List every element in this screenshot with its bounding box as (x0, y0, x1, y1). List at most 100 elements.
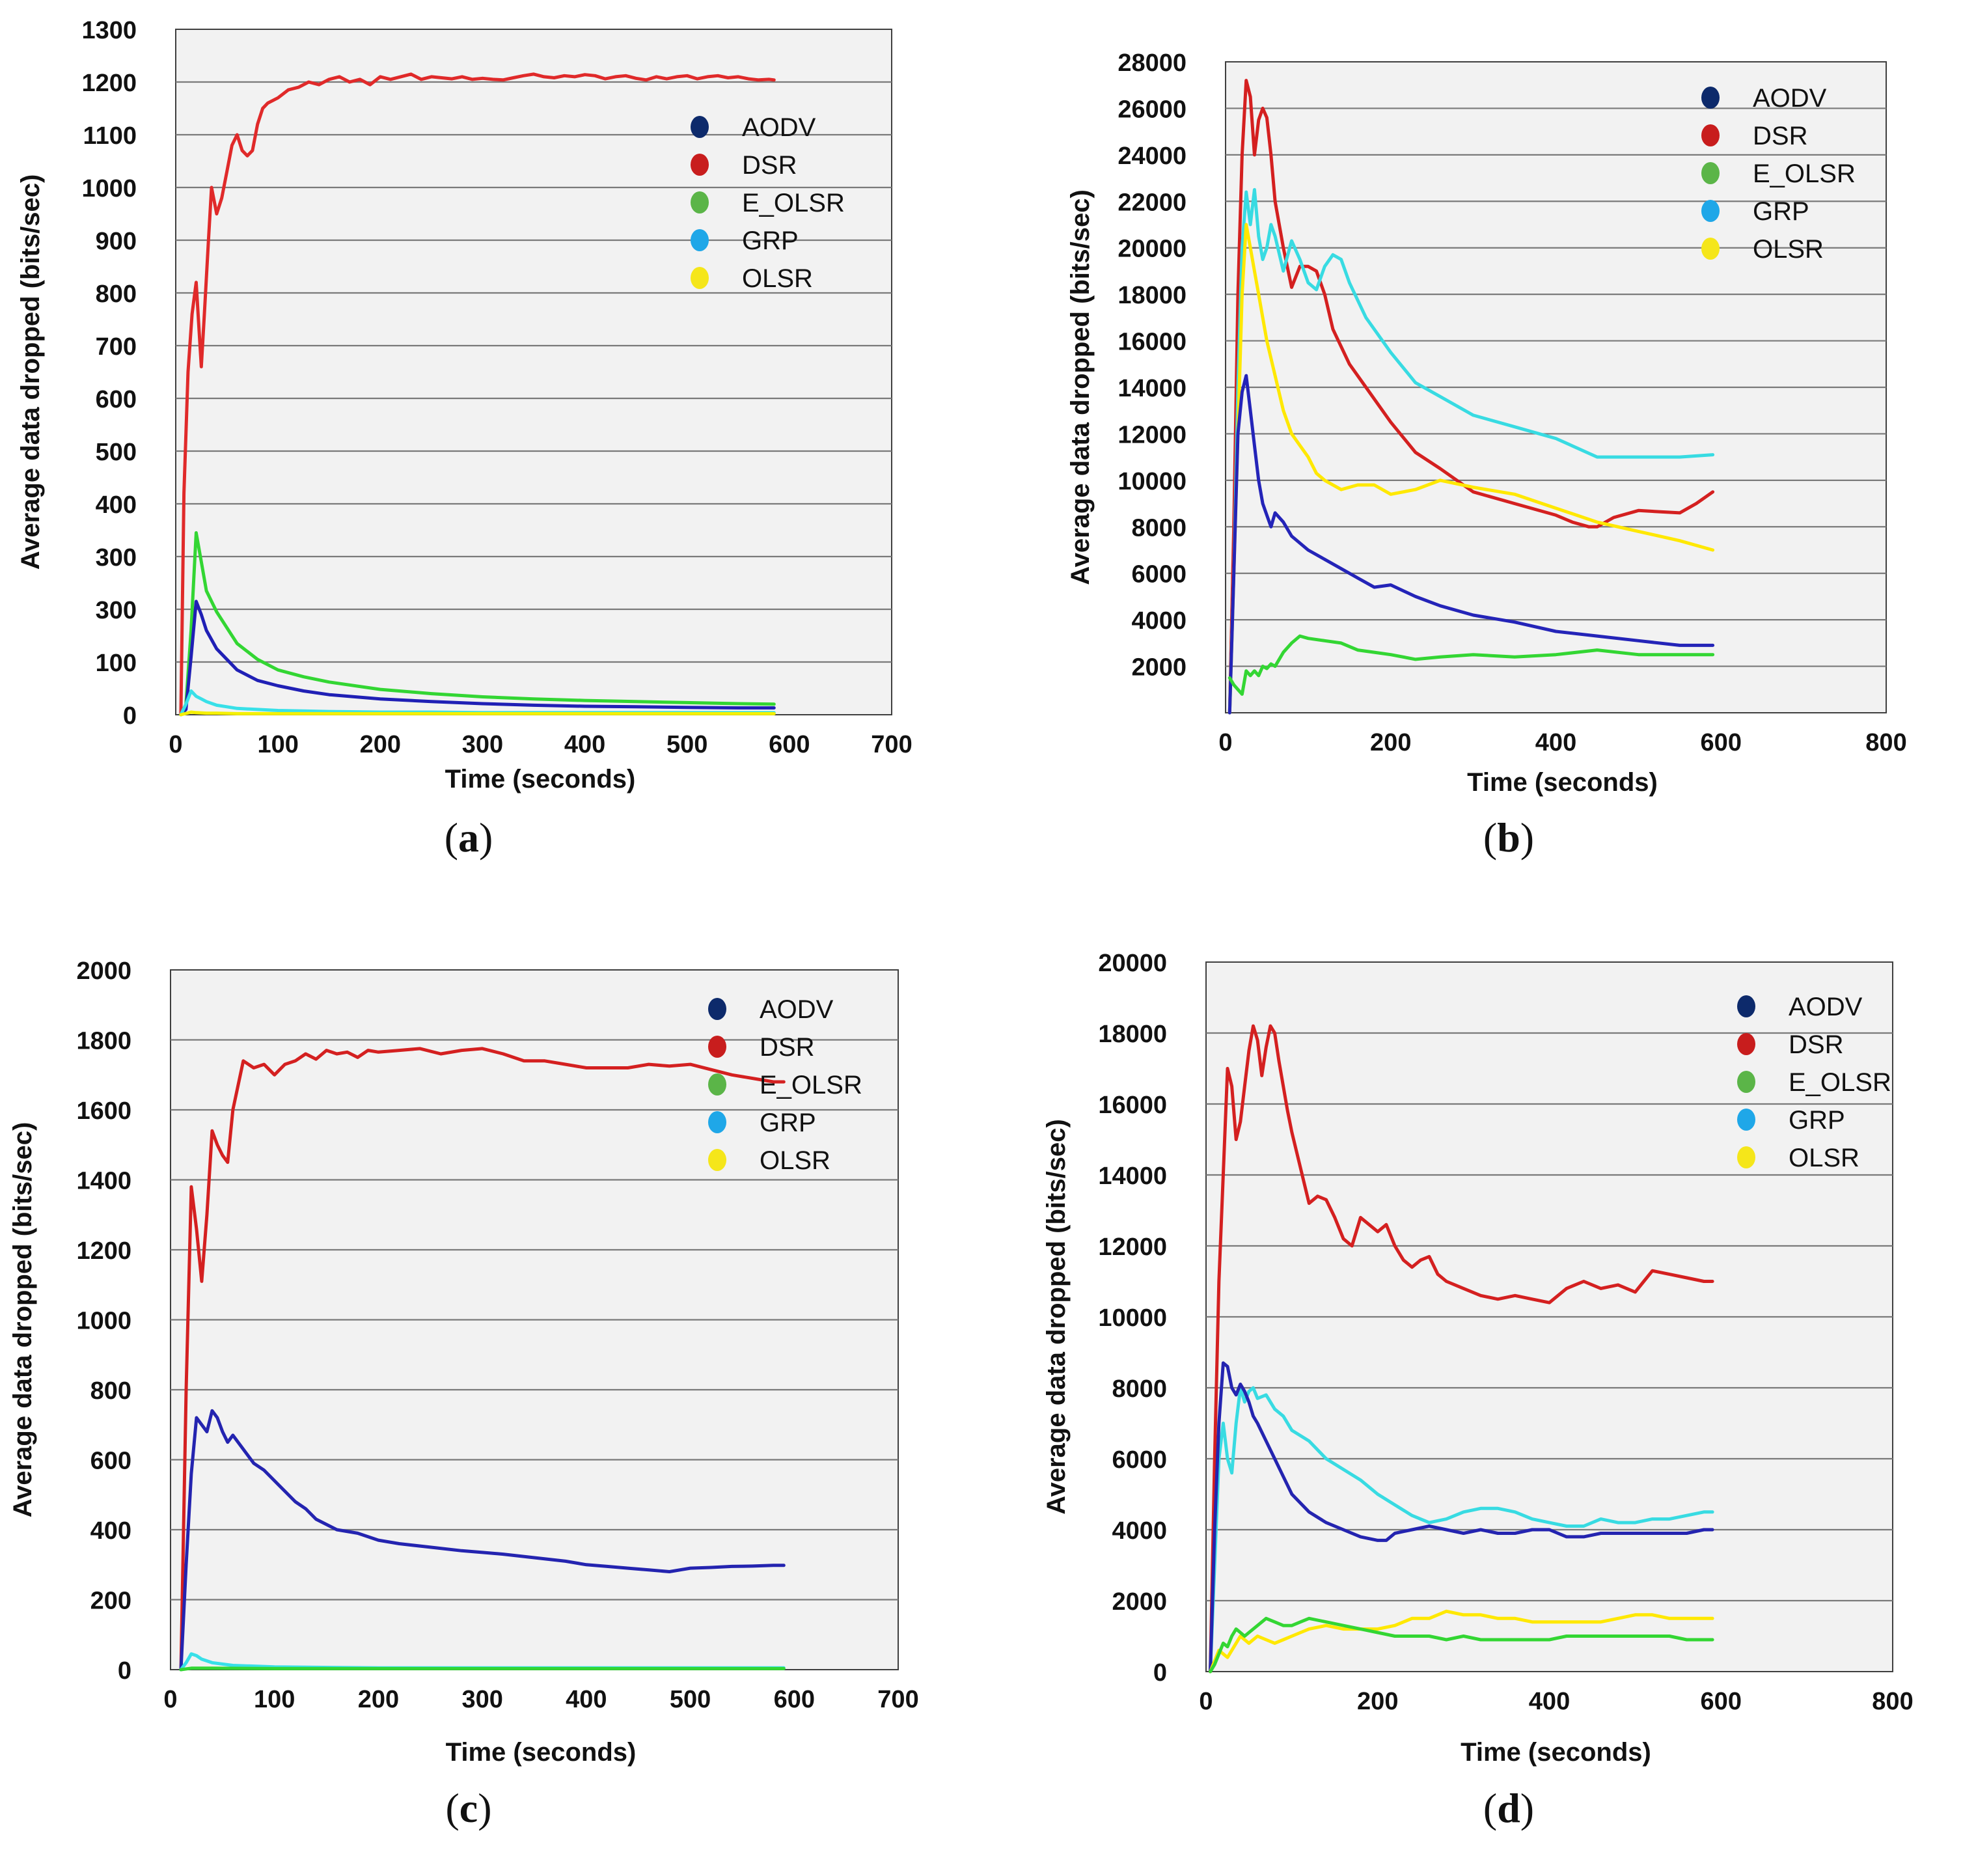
plot-area (175, 29, 892, 715)
x-tick-label: 600 (1701, 1688, 1742, 1715)
y-tick-label: 1000 (76, 1308, 131, 1335)
y-tick-label: 800 (90, 1377, 131, 1405)
y-tick-label: 6000 (1131, 561, 1187, 588)
legend-label-olsr: OLSR (760, 1146, 830, 1175)
y-tick-label: 16000 (1118, 329, 1187, 356)
series-line-olsr (1228, 223, 1715, 715)
x-tick-label: 300 (462, 731, 503, 758)
legend-marker-grp (708, 1111, 726, 1133)
chart-a: 0100300300400500600700800900100011001200… (16, 17, 913, 793)
chart-panel-c: 0 200 400 600 800 1000 1200 1400 1600 1800 2000 0 10… (0, 938, 988, 1876)
chart-panel-b: 2000 4000 6000 8000 10000 12000 14000 16000 1800… (988, 0, 1976, 938)
x-tick-label: 700 (871, 731, 912, 758)
legend-marker-dsr (1701, 124, 1720, 146)
series-line-dsr (1209, 1024, 1714, 1674)
legend-marker-dsr (708, 1036, 726, 1058)
x-axis-title: Time (seconds) (1461, 1738, 1651, 1767)
x-tick-label: 400 (566, 1686, 607, 1713)
x-tick-label: 800 (1872, 1688, 1913, 1715)
y-tick-label: 28000 (1118, 49, 1187, 77)
series-line-e-olsr (1228, 634, 1715, 696)
y-tick-label: 10000 (1098, 1304, 1167, 1332)
series-line-dsr (179, 72, 776, 717)
y-tick-label: 14000 (1098, 1163, 1167, 1190)
series-line-aodv (179, 600, 776, 717)
x-tick-label: 400 (564, 731, 605, 758)
legend-marker-e-olsr (1737, 1071, 1755, 1093)
x-tick-label: 0 (1218, 729, 1232, 756)
x-tick-label: 500 (666, 731, 707, 758)
y-tick-label: 4000 (1112, 1517, 1167, 1545)
y-tick-label: 16000 (1098, 1092, 1167, 1119)
legend-label-aodv: AODV (1789, 993, 1863, 1021)
y-axis-title: Average data dropped (bits/sec) (16, 174, 45, 570)
series-line-grp (1228, 187, 1715, 715)
x-tick-label: 400 (1535, 729, 1576, 756)
chart-d: 0200040006000800010000120001400016000180… (1042, 950, 1914, 1767)
y-tick-label: 8000 (1112, 1375, 1167, 1403)
legend-marker-e-olsr (1701, 162, 1720, 184)
y-tick-label: 22000 (1118, 189, 1187, 216)
x-tick-label: 400 (1529, 1688, 1570, 1715)
x-tick-label: 600 (774, 1686, 815, 1713)
chart-panel-a: 0 100 300 300 400 500 600 700 800 900 1000 1100 1200… (0, 0, 988, 938)
legend-label-olsr: OLSR (1789, 1144, 1859, 1172)
legend-label-aodv: AODV (742, 113, 816, 142)
y-tick-label: 1600 (76, 1097, 131, 1125)
y-tick-label: 200 (90, 1588, 131, 1615)
y-tick-label: 6000 (1112, 1446, 1167, 1474)
y-tick-label: 2000 (1112, 1588, 1167, 1616)
y-tick-label: 20000 (1098, 950, 1167, 977)
series-line-aodv (1209, 1361, 1714, 1674)
y-tick-label: 500 (96, 439, 137, 466)
legend-marker-olsr (1701, 238, 1720, 260)
y-tick-label: 1800 (76, 1028, 131, 1055)
x-tick-label: 800 (1865, 729, 1906, 756)
legend-marker-aodv (1701, 87, 1720, 109)
y-tick-label: 600 (90, 1448, 131, 1475)
x-axis-title: Time (seconds) (1467, 768, 1658, 797)
series-line-olsr (1209, 1609, 1714, 1674)
y-tick-label: 2000 (76, 958, 131, 985)
y-axis-title: Average data dropped (bits/sec) (8, 1122, 37, 1518)
legend-label-grp: GRP (742, 227, 799, 255)
y-tick-label: 14000 (1118, 375, 1187, 402)
y-tick-label: 12000 (1118, 421, 1187, 448)
caption-b: (b) (1483, 814, 1535, 861)
y-tick-label: 0 (1153, 1659, 1167, 1687)
legend-marker-dsr (1737, 1033, 1755, 1055)
y-tick-label: 2000 (1131, 654, 1187, 682)
legend-label-aodv: AODV (1753, 84, 1827, 113)
series-line-e-olsr (179, 531, 776, 717)
y-axis-title: Average data dropped (bits/sec) (1042, 1119, 1071, 1515)
x-tick-label: 700 (877, 1686, 918, 1713)
series-line-dsr (179, 1047, 786, 1672)
x-tick-label: 100 (254, 1686, 295, 1713)
legend-marker-e-olsr (691, 191, 709, 214)
x-tick-label: 0 (163, 1686, 177, 1713)
legend-marker-aodv (1737, 995, 1755, 1017)
series-line-e-olsr (179, 1666, 786, 1672)
y-tick-label: 24000 (1118, 143, 1187, 170)
y-tick-label: 1100 (83, 122, 137, 150)
legend-label-dsr: DSR (1753, 122, 1807, 150)
legend-label-e-olsr: E_OLSR (1753, 159, 1856, 188)
legend-label-e-olsr: E_OLSR (1789, 1068, 1891, 1097)
y-tick-label: 900 (96, 228, 137, 255)
y-tick-label: 1300 (81, 17, 137, 44)
x-tick-label: 600 (769, 731, 810, 758)
y-tick-label: 600 (96, 386, 137, 413)
legend-marker-grp (1701, 200, 1720, 222)
y-tick-label: 400 (90, 1517, 131, 1545)
y-tick-label: 12000 (1098, 1234, 1167, 1261)
y-tick-label: 0 (123, 702, 137, 730)
legend-marker-grp (691, 229, 709, 251)
x-tick-label: 200 (358, 1686, 399, 1713)
x-axis-title: Time (seconds) (445, 765, 636, 793)
chart-c: 0 200 400 600 800 1000 1200 1400 1600 1800 2000 0 10… (8, 958, 919, 1767)
legend-marker-olsr (1737, 1146, 1755, 1168)
legend-label-olsr: OLSR (742, 264, 813, 293)
caption-d: (d) (1483, 1785, 1535, 1831)
y-axis-title: Average data dropped (bits/sec) (1066, 189, 1095, 585)
legend-label-dsr: DSR (760, 1033, 814, 1062)
